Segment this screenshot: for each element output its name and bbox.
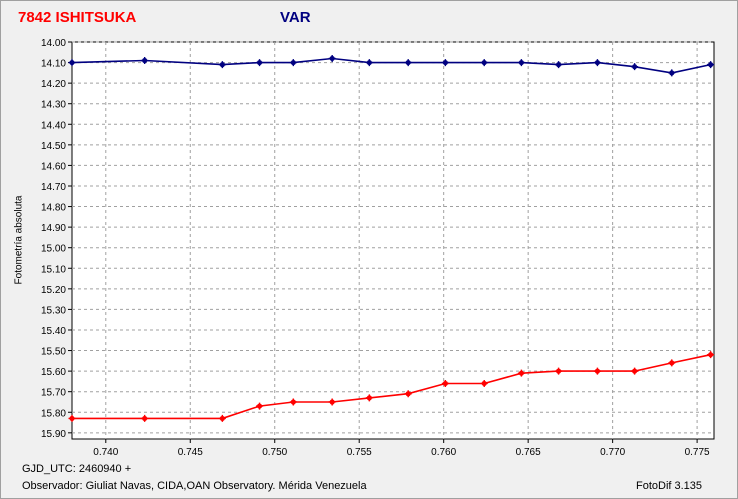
y-tick-label: 15.20: [41, 285, 66, 296]
data-point-cross: [328, 54, 336, 62]
x-tick-label: 0.745: [178, 447, 203, 458]
gjd-label: GJD_UTC: 2460940 +: [22, 463, 132, 475]
data-point-cross: [404, 390, 412, 398]
y-tick-label: 14.00: [41, 38, 66, 49]
app-version-label: FotoDif 3.135: [636, 480, 703, 492]
data-point-cross: [517, 59, 525, 67]
y-tick-label: 14.30: [41, 100, 66, 111]
y-tick-labels: 14.00 14.10 14.20 14.30 14.40 14.50 14.60 14.70…: [41, 38, 72, 440]
y-tick-label: 15.70: [41, 388, 66, 399]
chart-title: 7842 ISHITSUKA: [18, 9, 137, 26]
y-tick-label: 14.90: [41, 223, 66, 234]
y-tick-label: 14.20: [41, 79, 66, 90]
data-point-cross: [480, 59, 488, 67]
series-0: [68, 54, 715, 77]
observer-label: Observador: Giuliat Navas, CIDA,OAN Obse…: [22, 480, 367, 492]
y-tick-label: 15.60: [41, 367, 66, 378]
data-point-cross: [218, 61, 226, 69]
data-point-cross: [141, 57, 149, 65]
data-point-cross: [631, 367, 639, 375]
y-tick-label: 15.30: [41, 305, 66, 316]
x-tick-label: 0.755: [347, 447, 372, 458]
data-point-cross: [365, 59, 373, 67]
y-tick-label: 14.60: [41, 161, 66, 172]
y-tick-label: 14.70: [41, 182, 66, 193]
data-point-cross: [707, 61, 715, 69]
data-point-cross: [593, 59, 601, 67]
series-line: [72, 353, 711, 420]
data-point-cross: [289, 398, 297, 406]
data-point-cross: [707, 351, 715, 359]
x-tick-label: 0.775: [685, 447, 710, 458]
y-tick-label: 14.10: [41, 59, 66, 70]
y-tick-label: 15.50: [41, 347, 66, 358]
grid-lines: [72, 41, 714, 439]
data-point-cross: [404, 59, 412, 67]
series-line: [71, 57, 711, 74]
data-point-cross: [256, 402, 264, 410]
chart-subtitle: VAR: [280, 9, 311, 26]
series-1: [68, 351, 715, 422]
data-point-cross: [668, 359, 676, 367]
y-tick-label: 14.50: [41, 141, 66, 152]
data-point-cross: [289, 59, 297, 67]
data-point-cross: [555, 367, 563, 375]
data-point-cross: [141, 414, 149, 422]
x-tick-labels: 0.740 0.745 0.750 0.755 0.760 0.765 0.770 0.775: [93, 439, 710, 458]
data-point-cross: [555, 61, 563, 69]
y-tick-label: 15.80: [41, 408, 66, 419]
y-tick-label: 15.10: [41, 264, 66, 275]
data-point-cross: [68, 59, 76, 67]
x-tick-label: 0.750: [262, 447, 287, 458]
data-point-cross: [365, 394, 373, 402]
data-point-cross: [480, 379, 488, 387]
data-point-cross: [256, 59, 264, 67]
x-tick-label: 0.760: [431, 447, 456, 458]
data-point-cross: [328, 398, 336, 406]
data-series: [68, 54, 715, 422]
data-point-cross: [668, 69, 676, 77]
plot-background: [71, 41, 715, 440]
data-point-cross: [517, 369, 525, 377]
y-tick-label: 15.00: [41, 244, 66, 255]
data-point-cross: [593, 367, 601, 375]
x-tick-label: 0.765: [516, 447, 541, 458]
data-point-cross: [68, 414, 76, 422]
y-tick-label: 14.80: [41, 203, 66, 214]
data-point-cross: [631, 63, 639, 71]
x-tick-label: 0.740: [93, 447, 118, 458]
data-point-cross: [441, 59, 449, 67]
data-point-cross: [441, 379, 449, 387]
y-tick-label: 15.90: [41, 429, 66, 440]
y-tick-label: 14.40: [41, 120, 66, 131]
y-tick-label: 15.40: [41, 326, 66, 337]
data-point-cross: [218, 414, 226, 422]
x-tick-label: 0.770: [600, 447, 625, 458]
